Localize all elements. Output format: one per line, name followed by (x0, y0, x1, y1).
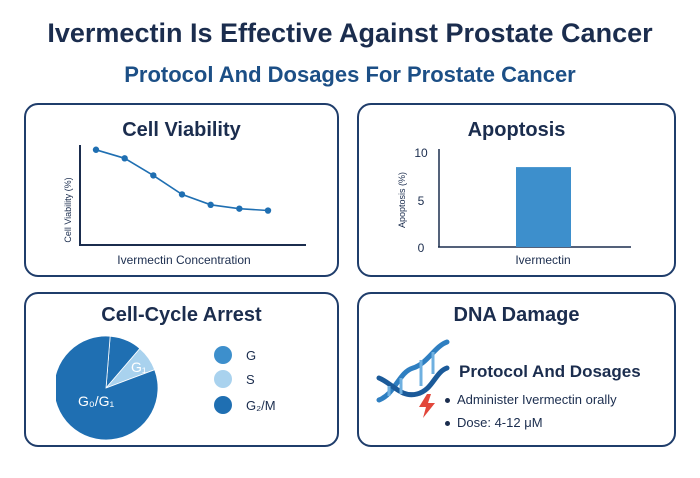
dna-damage-panel: DNA Damage Protocol And Dosages Administ… (357, 292, 676, 447)
viability-data-point (207, 201, 214, 209)
cell-viability-title: Cell Viability (122, 119, 241, 141)
cell-viability-chart: Cell Viability (%) Ivermectin Concentrat… (63, 145, 306, 267)
dna-damage-title: DNA Damage (453, 304, 580, 326)
viability-data-point (236, 205, 243, 212)
apoptosis-chart: Apoptosis (%) 10 5 0 Ivermectin (397, 146, 631, 267)
apoptosis-y-label: Apoptosis (%) (397, 172, 407, 228)
page-subtitle: Protocol And Dosages For Prostate Cancer (124, 62, 576, 87)
legend-swatch-g2m (214, 396, 232, 414)
legend-item-g2m: G₂/M (214, 396, 276, 414)
legend-item-s: S (214, 370, 255, 388)
pie-label-g1: G₁ (131, 359, 147, 375)
legend-label-g: G (246, 347, 257, 363)
cell-viability-panel: Cell Viability Cell Viability (%) Iverme… (24, 103, 339, 277)
protocol-bullet-text: Administer Ivermectin orally (457, 392, 617, 407)
legend-label-g2m: G₂/M (246, 397, 276, 413)
legend-label-s: S (246, 371, 255, 387)
protocol-bullet: Dose: 4-12 μM (445, 415, 543, 430)
page-title: Ivermectin Is Effective Against Prostate… (47, 18, 653, 48)
cell-cycle-panel: Cell-Cycle Arrest G₁ G₀/G₁ G S G₂/M (24, 292, 339, 447)
viability-data-point (150, 172, 157, 179)
protocol-bullet: Administer Ivermectin orally (445, 392, 617, 407)
pie-label-g0g1: G₀/G₁ (78, 393, 114, 409)
viability-x-label: Ivermectin Concentration (117, 253, 250, 267)
dna-helix-icon (376, 339, 450, 403)
apoptosis-x-label: Ivermectin (515, 253, 570, 267)
lightning-bolt-icon (419, 394, 435, 418)
cell-cycle-title: Cell-Cycle Arrest (101, 304, 262, 326)
apoptosis-ytick-10: 10 (414, 146, 428, 160)
viability-data-point (92, 146, 100, 153)
protocol-title: Protocol And Dosages (459, 362, 641, 381)
apoptosis-ytick-0: 0 (418, 241, 425, 255)
cell-cycle-pie: G₁ G₀/G₁ (56, 335, 159, 441)
viability-data-point (121, 155, 128, 162)
apoptosis-bar (516, 167, 571, 247)
viability-data-point (264, 207, 272, 214)
legend-item-g: G (214, 346, 256, 364)
legend-swatch-s (214, 370, 232, 388)
legend-swatch-g (214, 346, 232, 364)
apoptosis-ytick-5: 5 (418, 194, 425, 208)
apoptosis-panel: Apoptosis Apoptosis (%) 10 5 0 Ivermecti… (357, 103, 676, 277)
pie-slice-gg (56, 335, 159, 441)
protocol-bullet-text: Dose: 4-12 μM (457, 415, 543, 430)
apoptosis-title: Apoptosis (467, 119, 566, 141)
viability-y-label: Cell Viability (%) (63, 177, 73, 242)
viability-data-point (178, 191, 186, 198)
